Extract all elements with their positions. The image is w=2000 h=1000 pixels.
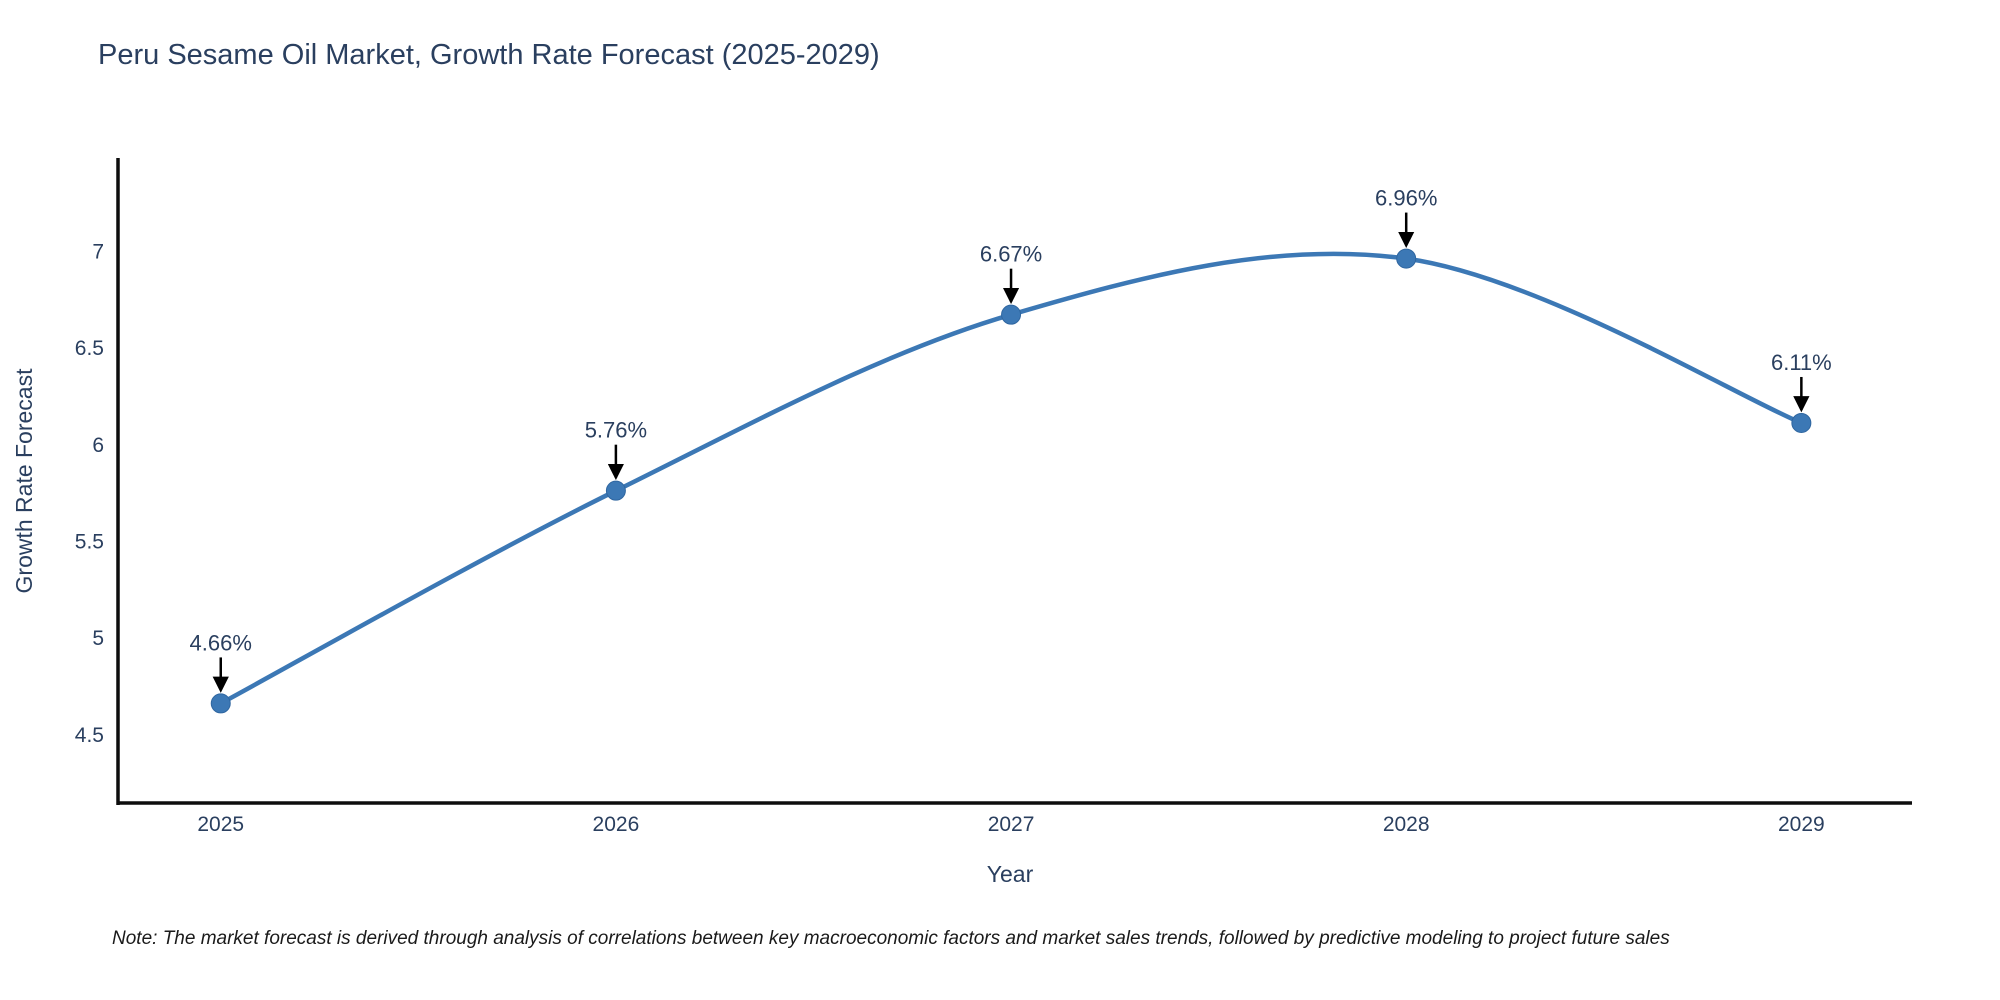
point-value-label: 5.76% <box>585 418 647 443</box>
y-tick-label: 5.5 <box>75 530 104 553</box>
data-point-2027[interactable] <box>1001 304 1022 325</box>
y-tick-label: 6 <box>92 434 104 457</box>
chart-title: Peru Sesame Oil Market, Growth Rate Fore… <box>98 39 880 71</box>
plot-area: 4.5 5 5.5 6 6.5 7 2025 2026 2027 2028 2029 4.66% 5.7… <box>75 186 1832 836</box>
y-tick-label: 4.5 <box>75 724 104 747</box>
y-tick-label: 6.5 <box>75 337 104 360</box>
x-tick-label: 2025 <box>197 813 244 836</box>
x-tick-label: 2029 <box>1778 813 1825 836</box>
y-tick-label: 7 <box>92 240 104 263</box>
x-axis-title: Year <box>987 861 1034 887</box>
x-tick-label: 2027 <box>988 813 1035 836</box>
data-point-2028[interactable] <box>1396 248 1417 269</box>
data-point-2025[interactable] <box>210 693 231 714</box>
point-value-label: 6.67% <box>980 242 1042 267</box>
x-tick-label: 2028 <box>1383 813 1430 836</box>
data-point-2026[interactable] <box>605 480 626 501</box>
y-axis-title: Growth Rate Forecast <box>11 368 37 594</box>
footnote: Note: The market forecast is derived thr… <box>112 928 1670 949</box>
data-point-2029[interactable] <box>1791 412 1812 433</box>
point-value-label: 6.11% <box>1771 350 1832 375</box>
y-tick-label: 5 <box>92 627 104 650</box>
point-value-label: 4.66% <box>190 630 252 655</box>
point-value-label: 6.96% <box>1375 186 1437 211</box>
x-tick-label: 2026 <box>593 813 640 836</box>
